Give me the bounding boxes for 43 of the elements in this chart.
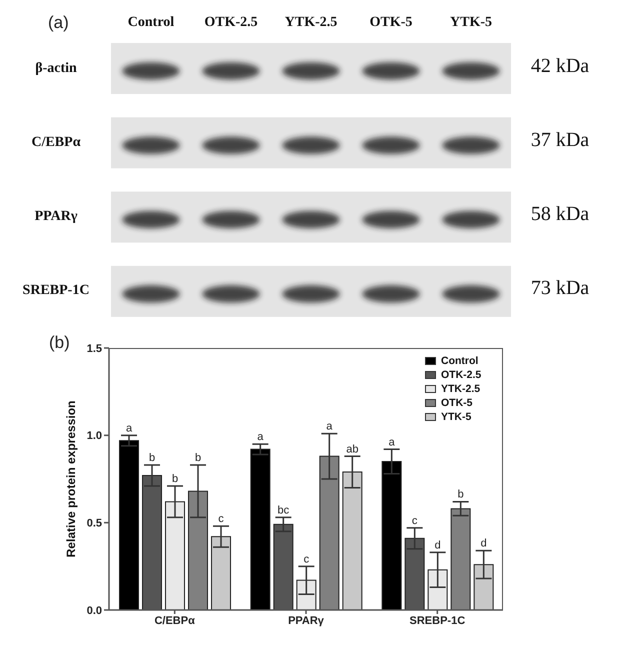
x-tick-label: C/EBPα [154,614,196,627]
chart-title: (b) [49,333,70,353]
category-label: C/EBPα [31,134,81,150]
data-label: c [218,513,224,526]
data-label: b [458,488,464,501]
category-label: PPARγ [34,209,78,224]
data-label: d [480,538,487,550]
data-label: d [434,539,441,552]
data-label: bc [278,504,290,516]
category-label: 73 kDa [530,277,590,300]
data-label: b [194,452,202,464]
legend-label: YTK-5 [441,411,472,423]
y-tick-label: 0.0 [86,604,102,617]
category-label: OTK-2.5 [203,15,259,31]
legend-label: Control [441,355,478,367]
category-label: YTK-5 [449,15,493,31]
data-label: a [388,436,396,448]
data-label: b [172,472,178,485]
y-tick-label: 1.0 [86,430,102,442]
category-label: β-actin [35,60,77,76]
x-tick-label: PPARγ [288,614,325,627]
category-label: SREBP-1C [22,283,90,298]
category-label: 37 kDa [530,128,590,151]
data-label: b [148,452,156,464]
x-tick-label: SREBP-1C [410,614,466,627]
category-label: YTK-2.5 [284,15,338,31]
data-label: c [412,514,418,527]
legend-label: YTK-2.5 [441,383,480,395]
data-label: a [257,431,264,444]
category-label: 58 kDa [530,203,590,226]
legend-label: OTK-2.5 [441,369,482,381]
y-axis-title: Relative protein expression [64,400,78,558]
y-tick-label: 0.5 [86,518,102,530]
category-label: Control [126,15,176,31]
data-label: c [304,553,310,566]
data-label: a [326,420,334,433]
category-label: 42 kDa [530,54,590,76]
y-tick-label: 1.5 [86,342,102,355]
text: (a) [48,13,69,33]
category-label: OTK-5 [368,15,414,31]
data-label: ab [346,443,358,456]
legend-label: OTK-5 [441,397,472,409]
data-label: a [126,422,133,434]
